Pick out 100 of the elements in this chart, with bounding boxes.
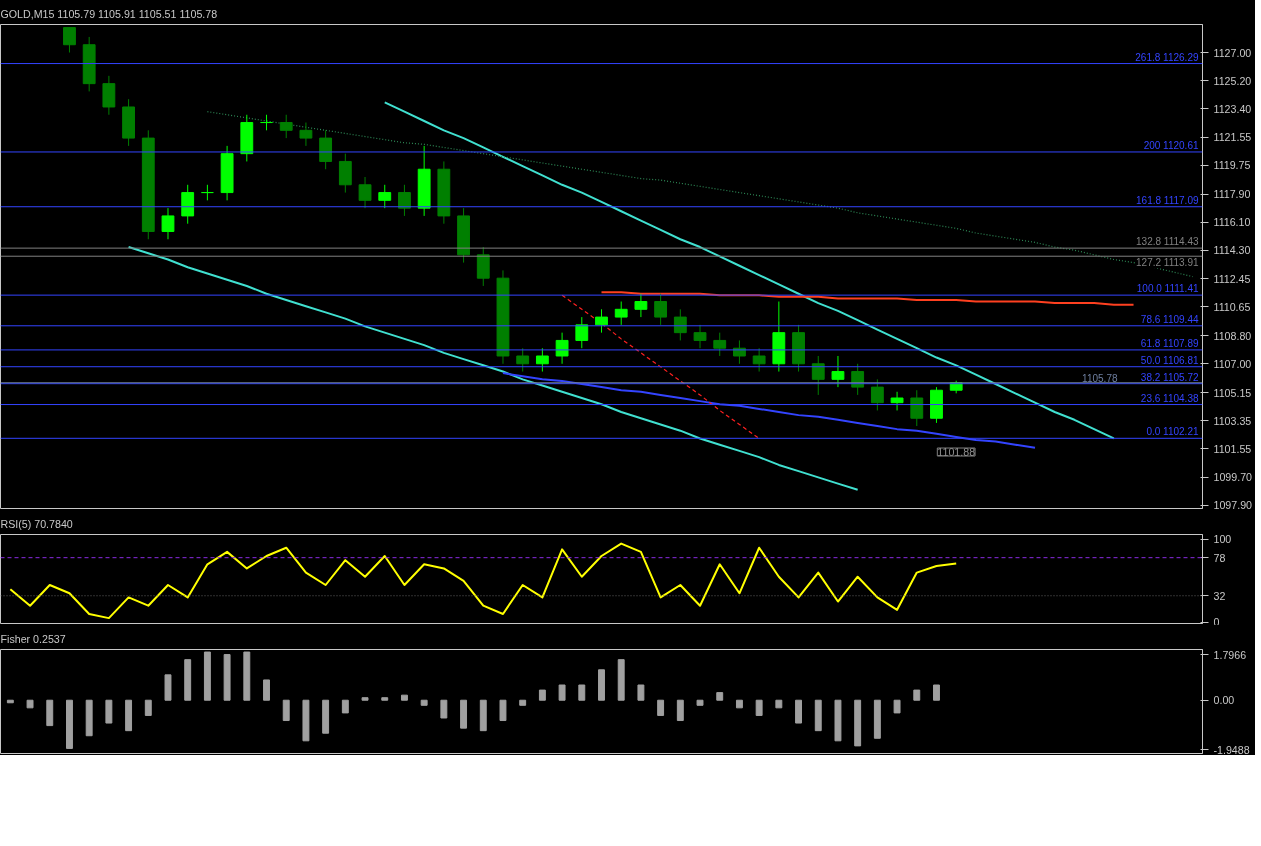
candlestick: [338, 153, 352, 194]
candlestick: [358, 176, 372, 209]
bar: [26, 699, 34, 709]
candlestick: [299, 122, 313, 147]
y-tick-label: 1108.80: [1213, 329, 1252, 342]
annotation: 1101.88: [937, 446, 976, 459]
bar: [85, 699, 93, 737]
bar: [440, 699, 448, 719]
bar: [814, 699, 822, 732]
candlestick: [102, 75, 116, 116]
y-tick-label: 100: [1213, 533, 1232, 546]
bar: [144, 699, 152, 716]
ref-line-label: 161.8 1117.09: [1136, 194, 1199, 206]
bar: [657, 699, 665, 716]
y-tick-label: 1103.35: [1213, 414, 1252, 427]
y-tick-label: 1112.45: [1213, 272, 1251, 285]
y-tick-label: 1121.55: [1213, 131, 1252, 144]
y-tick-label: 1105.15: [1213, 386, 1252, 399]
candlestick: [693, 324, 707, 349]
candlestick: [890, 391, 904, 411]
bar: [775, 699, 783, 709]
bar: [263, 679, 270, 701]
candlestick: [713, 332, 727, 357]
y-tick-label: 78: [1213, 551, 1226, 564]
ref-line-label: 50.0 1106.81: [1140, 354, 1199, 366]
y-tick-label: 0: [1213, 615, 1220, 628]
candlestick: [614, 301, 628, 326]
bar: [558, 684, 566, 701]
candlestick: [319, 129, 333, 170]
bar: [538, 689, 546, 701]
y-tick-label: 1114.30: [1213, 244, 1251, 257]
candlestick: [673, 308, 687, 341]
bar: [361, 697, 369, 701]
y-tick-label: 1097.90: [1213, 499, 1253, 512]
y-tick-label: 1101.55: [1213, 442, 1252, 455]
bar: [499, 699, 507, 722]
y-tick-label: 1127.00: [1213, 46, 1252, 59]
y-tick-label: 1119.75: [1213, 159, 1251, 172]
ref-line-label: 200 1120.61: [1143, 139, 1199, 151]
bar: [735, 699, 743, 709]
bar: [125, 699, 133, 732]
line-series: [9, 542, 958, 620]
ref-line-label: 132.8 1114.43: [1136, 236, 1199, 248]
bar: [676, 699, 684, 722]
bar: [223, 654, 231, 701]
ref-line-label: 38.2 1105.72: [1140, 371, 1199, 383]
bar: [66, 699, 73, 749]
ref-line-label: 23.6 1104.38: [1140, 392, 1199, 404]
y-tick-label: 1099.70: [1213, 471, 1253, 484]
candlestick: [870, 378, 884, 411]
bar: [479, 699, 487, 732]
bar: [401, 694, 408, 701]
line-series: [383, 101, 1115, 440]
line-series: [600, 291, 1135, 306]
candlestick: [279, 114, 293, 139]
candlestick: [831, 355, 845, 388]
y-tick-label: 1116.10: [1213, 216, 1251, 229]
y-tick-label: 1123.40: [1213, 102, 1252, 115]
bar: [105, 699, 113, 724]
bar: [795, 699, 802, 724]
y-tick-label: -1.9488: [1213, 743, 1250, 756]
bar: [913, 689, 921, 701]
candlestick: [535, 347, 549, 373]
bar: [617, 659, 625, 701]
candlestick: [398, 184, 411, 217]
bar: [164, 674, 172, 701]
candlestick: [516, 347, 530, 373]
bar: [696, 699, 704, 706]
ref-line-label: 1105.78: [1082, 372, 1118, 384]
bar: [933, 684, 940, 701]
bar: [854, 699, 862, 747]
ref-line-label: 261.8 1126.29: [1135, 51, 1199, 63]
bar: [755, 699, 763, 716]
bar: [322, 699, 330, 734]
y-tick-label: 1107.00: [1213, 357, 1252, 370]
bar: [282, 699, 290, 722]
y-tick-label: 32: [1213, 589, 1226, 602]
line-series: [127, 246, 859, 491]
chart-title: RSI(5) 70.7840: [0, 517, 73, 530]
candlestick: [476, 246, 490, 287]
candlestick: [595, 308, 608, 334]
ref-line-label: 127.2 1113.91: [1136, 257, 1199, 269]
chart-title: Fisher 0.2537: [0, 632, 66, 645]
bar: [834, 699, 842, 742]
ref-line-label: 0.0 1102.21: [1146, 426, 1199, 438]
bar: [716, 692, 724, 701]
candlestick: [181, 184, 195, 225]
candlestick: [811, 355, 825, 396]
candlestick: [63, 27, 76, 54]
y-tick-label: 1117.90: [1213, 188, 1251, 201]
bar: [578, 684, 586, 701]
bar: [302, 699, 310, 742]
bar: [184, 659, 192, 701]
ref-line-label: 61.8 1107.89: [1140, 337, 1199, 349]
bar: [46, 699, 54, 727]
bar: [341, 699, 349, 714]
candlestick: [378, 184, 392, 209]
bar: [519, 699, 527, 706]
candlestick: [910, 389, 924, 427]
bar: [598, 669, 605, 701]
